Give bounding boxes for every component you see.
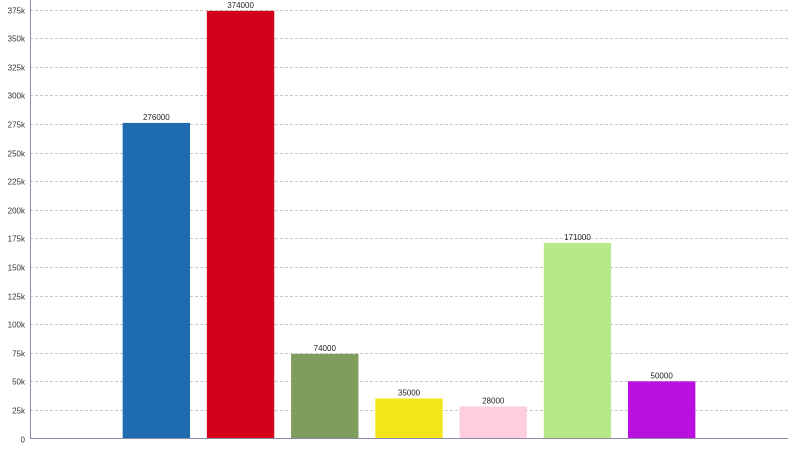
data-label: 28000: [482, 396, 505, 405]
y-tick-label: 275k: [8, 121, 26, 130]
bars: [122, 10, 696, 439]
y-tick-label: 125k: [8, 293, 26, 302]
y-tick-label: 0: [21, 436, 26, 445]
bar: [206, 10, 275, 439]
y-tick-label: 300k: [8, 92, 26, 101]
y-tick-label: 200k: [8, 207, 26, 216]
bar: [375, 398, 443, 439]
y-tick-label: 75k: [12, 350, 26, 359]
bar: [122, 122, 191, 439]
y-tick-label: 150k: [8, 264, 26, 273]
y-tick-label: 325k: [8, 64, 26, 73]
y-tick-label: 225k: [8, 178, 26, 187]
bar: [459, 406, 527, 439]
data-label: 374000: [227, 1, 254, 10]
data-labels: 276000 374000 74000 35000 28000 171000 50000: [143, 1, 673, 406]
y-tick-label: 350k: [8, 35, 26, 44]
y-tick-label: 250k: [8, 150, 26, 159]
data-label: 171000: [564, 233, 591, 242]
bar: [627, 381, 696, 439]
y-axis-ticks: 0 25k 50k 75k 100k 125k 150k 175k 200k 225k 250k 27…: [8, 7, 26, 445]
data-label: 35000: [398, 388, 421, 397]
y-tick-label: 175k: [8, 235, 26, 244]
y-tick-label: 375k: [8, 7, 26, 16]
bar: [543, 242, 612, 439]
data-label: 74000: [314, 344, 337, 353]
bar: [291, 353, 359, 439]
data-label: 50000: [651, 371, 674, 380]
y-tick-label: 50k: [12, 378, 26, 387]
data-label: 276000: [143, 113, 170, 122]
y-tick-label: 100k: [8, 321, 26, 330]
y-tick-label: 25k: [12, 407, 26, 416]
